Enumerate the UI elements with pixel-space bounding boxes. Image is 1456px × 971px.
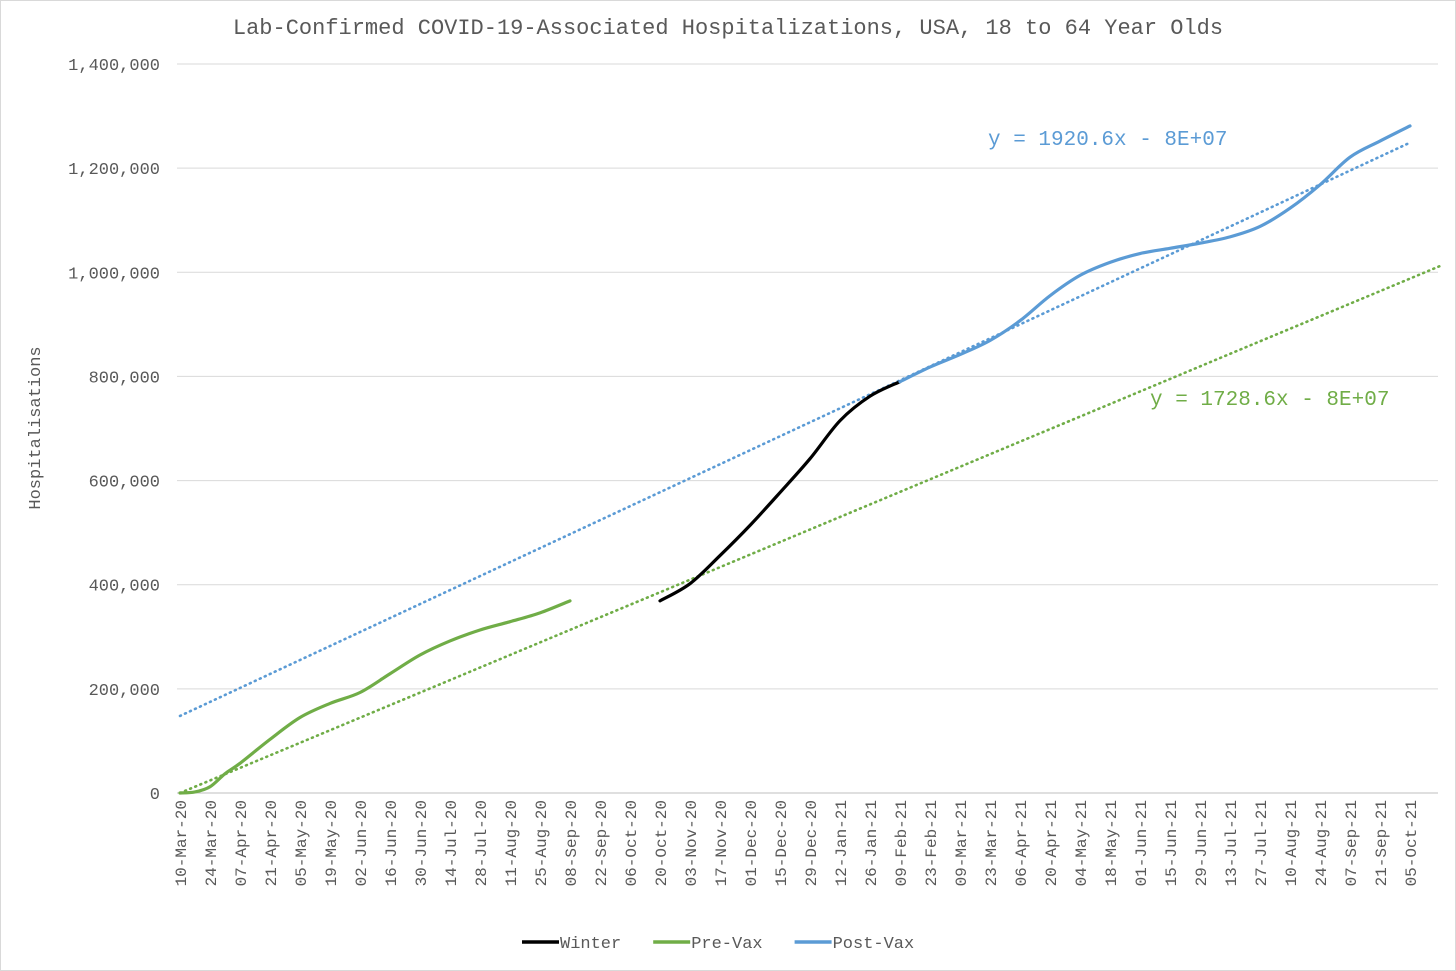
x-tick-label: 25-Aug-20 xyxy=(533,800,551,886)
y-tick-label: 600,000 xyxy=(89,474,160,493)
x-tick-label: 09-Feb-21 xyxy=(893,800,911,886)
y-tick-label: 1,000,000 xyxy=(68,265,160,284)
x-tick-label: 05-May-20 xyxy=(293,800,311,886)
y-tick-label: 1,400,000 xyxy=(68,57,160,76)
x-tick-label: 24-Mar-20 xyxy=(203,800,221,886)
x-tick-label: 13-Jul-21 xyxy=(1223,800,1241,886)
x-tick-label: 27-Jul-21 xyxy=(1253,800,1271,886)
x-tick-label: 17-Nov-20 xyxy=(713,800,731,886)
x-tick-label: 15-Dec-20 xyxy=(773,800,791,886)
x-tick-label: 30-Jun-20 xyxy=(413,800,431,886)
x-tick-label: 05-Oct-21 xyxy=(1403,800,1421,886)
y-axis-label: Hospitalisations xyxy=(27,346,46,509)
x-tick-label: 14-Jul-20 xyxy=(443,800,461,886)
data-series xyxy=(178,124,1412,795)
x-tick-label: 19-May-20 xyxy=(323,800,341,886)
x-tick-label: 01-Dec-20 xyxy=(743,800,761,886)
x-tick-label: 29-Jun-21 xyxy=(1193,800,1211,886)
gridlines xyxy=(177,63,1438,794)
x-tick-label: 29-Dec-20 xyxy=(803,800,821,886)
x-tick-label: 03-Nov-20 xyxy=(683,800,701,886)
x-tick-label: 06-Oct-20 xyxy=(623,800,641,886)
trendlines xyxy=(178,141,1442,795)
x-tick-label: 08-Sep-20 xyxy=(563,800,581,886)
series-line xyxy=(658,380,902,603)
y-tick-label: 200,000 xyxy=(89,682,160,701)
y-tick-label: 1,200,000 xyxy=(68,161,160,180)
trendline xyxy=(178,141,1412,718)
trend-equation: y = 1920.6x - 8E+07 xyxy=(988,129,1227,152)
x-tick-label: 23-Feb-21 xyxy=(923,800,941,886)
x-tick-label: 21-Apr-20 xyxy=(263,800,281,886)
y-tick-labels: 0 200,000 400,000 600,000 800,000 1,000,000 1,… xyxy=(68,57,160,805)
legend-label: Post-Vax xyxy=(833,935,915,954)
x-tick-label: 16-Jun-20 xyxy=(383,800,401,886)
x-tick-label: 21-Sep-21 xyxy=(1373,800,1391,886)
x-tick-label: 10-Aug-21 xyxy=(1283,800,1301,886)
x-tick-label: 18-May-21 xyxy=(1103,800,1121,886)
x-tick-label: 01-Jun-21 xyxy=(1133,800,1151,886)
y-tick-label: 0 xyxy=(150,786,160,805)
x-tick-label: 12-Jan-21 xyxy=(833,800,851,886)
x-tick-label: 07-Sep-21 xyxy=(1343,800,1361,886)
x-tick-label: 06-Apr-21 xyxy=(1013,800,1031,886)
x-tick-label: 11-Aug-20 xyxy=(503,800,521,886)
x-tick-label: 10-Mar-20 xyxy=(173,800,191,886)
chart-title: Lab-Confirmed COVID-19-Associated Hospit… xyxy=(233,16,1223,41)
legend-label: Pre-Vax xyxy=(691,935,762,954)
series-line xyxy=(898,124,1412,384)
trend-equation: y = 1728.6x - 8E+07 xyxy=(1150,389,1389,412)
x-tick-label: 02-Jun-20 xyxy=(353,800,371,886)
x-tick-label: 24-Aug-21 xyxy=(1313,800,1331,886)
x-tick-label: 20-Apr-21 xyxy=(1043,800,1061,886)
series-line xyxy=(178,599,572,795)
x-tick-label: 20-Oct-20 xyxy=(653,800,671,886)
x-tick-label: 26-Jan-21 xyxy=(863,800,881,886)
y-tick-label: 800,000 xyxy=(89,369,160,388)
trendline xyxy=(178,264,1442,795)
legend: Winter Pre-Vax Post-Vax xyxy=(522,935,914,954)
legend-label: Winter xyxy=(560,935,621,954)
x-tick-label: 15-Jun-21 xyxy=(1163,800,1181,886)
x-tick-label: 23-Mar-21 xyxy=(983,800,1001,886)
x-tick-label: 04-May-21 xyxy=(1073,800,1091,886)
x-tick-labels: 10-Mar-20 24-Mar-20 07-Apr-20 21-Apr-20 05-M… xyxy=(173,800,1421,886)
x-tick-label: 28-Jul-20 xyxy=(473,800,491,886)
x-tick-label: 07-Apr-20 xyxy=(233,800,251,886)
y-tick-label: 400,000 xyxy=(89,578,160,597)
trend-equations: y = 1920.6x - 8E+07 y = 1728.6x - 8E+07 xyxy=(988,129,1389,412)
x-tick-label: 09-Mar-21 xyxy=(953,800,971,886)
x-tick-label: 22-Sep-20 xyxy=(593,800,611,886)
